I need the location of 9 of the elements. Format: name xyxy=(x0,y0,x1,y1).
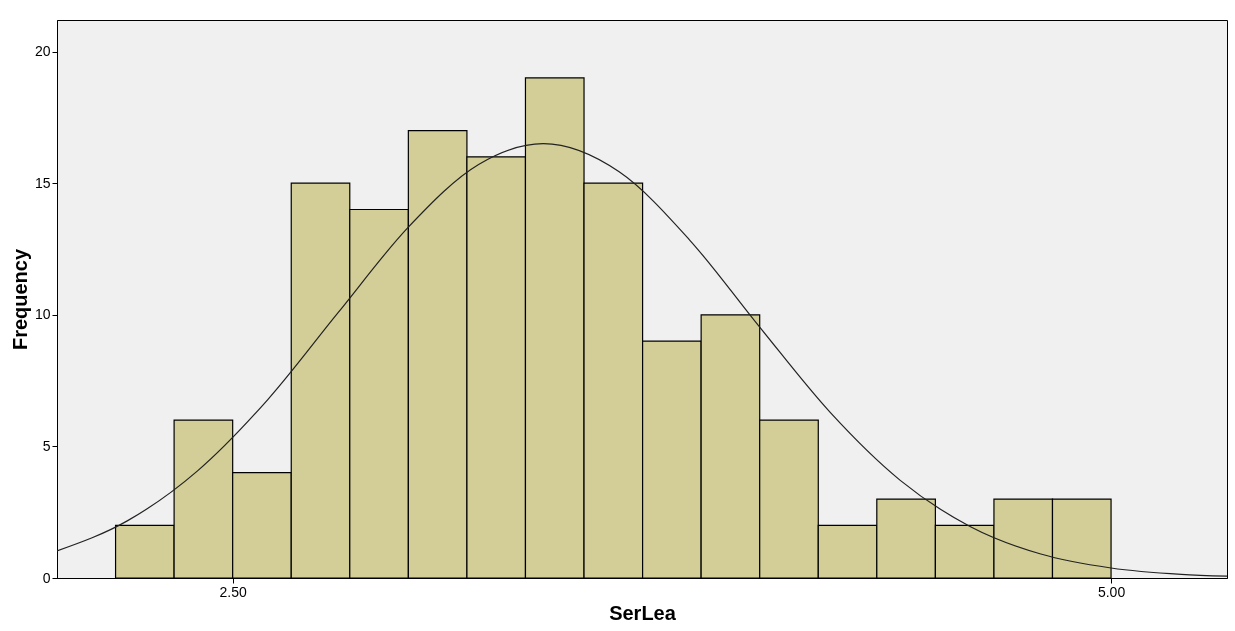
x-tick-label: 2.50 xyxy=(219,583,248,600)
x-axis-title: SerLea xyxy=(609,601,677,624)
y-axis-title: Frequency xyxy=(8,248,31,351)
y-tick-label: 10 xyxy=(34,306,51,323)
x-tick-label: 5.00 xyxy=(1097,583,1126,600)
y-tick-label: 15 xyxy=(34,174,51,191)
y-tick-label: 20 xyxy=(34,43,51,60)
y-tick-label: 5 xyxy=(42,437,51,454)
y-tick-label: 0 xyxy=(42,569,51,586)
